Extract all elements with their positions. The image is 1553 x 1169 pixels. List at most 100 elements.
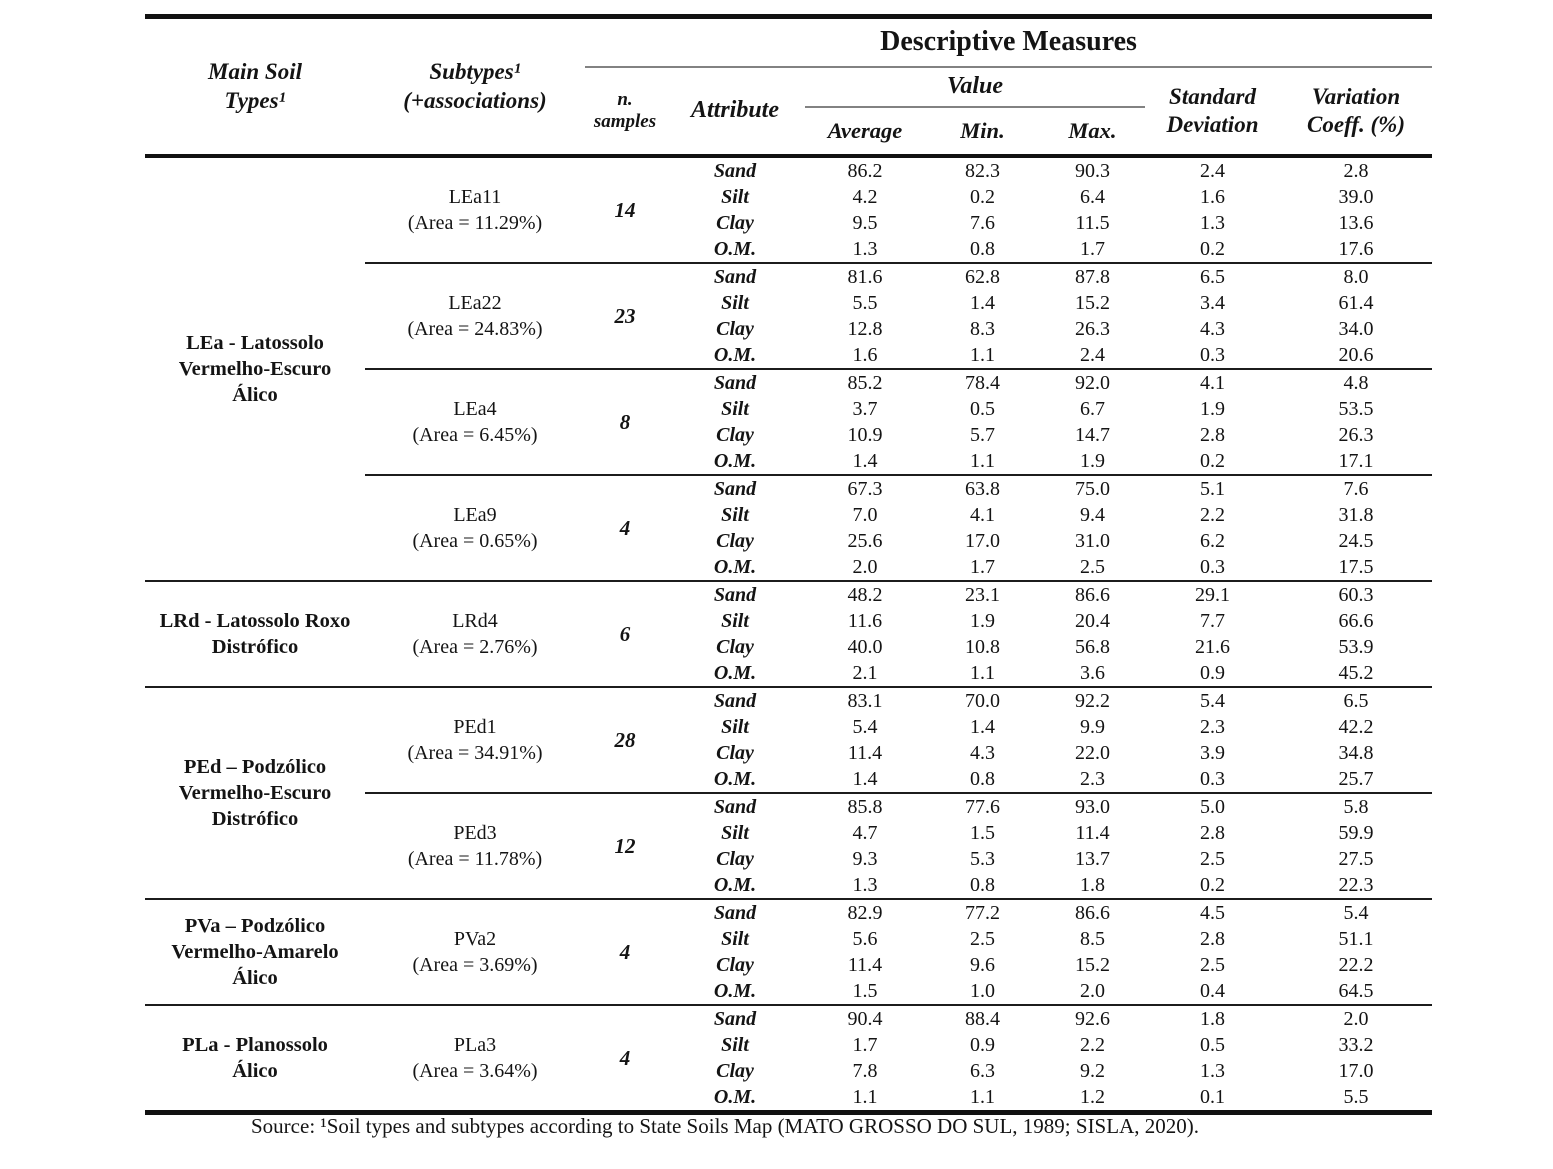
subtype-line1: PEd3 — [453, 821, 497, 844]
value-average: 5.5 — [852, 291, 878, 314]
value-variation-coeff: 34.8 — [1338, 741, 1374, 764]
table-row: Silt 7.0 4.1 9.4 2.2 31.8 — [145, 502, 1432, 528]
table-row: Clay 12.8 8.3 26.3 4.3 34.0 — [145, 316, 1432, 342]
subtype-line2: (Area = 3.64%) — [412, 1060, 538, 1082]
value-average: 25.6 — [847, 529, 883, 552]
source-note: Source: ¹Soil types and subtypes accordi… — [251, 1114, 1199, 1138]
value-average: 2.1 — [852, 661, 878, 684]
value-standard-deviation: 7.7 — [1200, 609, 1225, 632]
value-standard-deviation: 0.1 — [1200, 1085, 1225, 1108]
main-soil-type: LRd - Latossolo Roxo Distrófico — [145, 580, 365, 687]
value-max: 90.3 — [1040, 154, 1145, 184]
value-min: 9.6 — [970, 953, 995, 976]
value-min: 5.3 — [970, 847, 995, 870]
value-min: 82.3 — [925, 154, 1040, 184]
value-max: 86.6 — [1040, 580, 1145, 608]
table-row: LEa - Latossolo Vermelho-Escuro Álico LEa11… — [145, 154, 1433, 581]
value-min: 6.3 — [970, 1059, 995, 1082]
subtype-line1: PLa3 — [453, 1033, 497, 1056]
n-samples-value: 4 — [585, 1004, 665, 1113]
value-standard-deviation: 4.3 — [1200, 317, 1225, 340]
value-min: 4.3 — [970, 741, 995, 764]
table-row: O.M. 1.1 1.1 1.2 0.1 5.5 — [145, 1084, 1432, 1113]
value-min: 0.5 — [970, 397, 995, 420]
value-standard-deviation: 3.4 — [1200, 291, 1225, 314]
value-max: 15.2 — [1075, 953, 1110, 976]
header-standard-deviation-line2: Deviation — [1166, 112, 1259, 137]
header-n-samples-line1: n. — [617, 89, 633, 111]
subtype-line2: (Area = 6.45%) — [412, 424, 538, 446]
value-max: 31.0 — [1075, 529, 1110, 552]
value-standard-deviation: 0.3 — [1200, 767, 1225, 790]
value-average: 4.7 — [852, 821, 878, 844]
value-standard-deviation: 1.6 — [1200, 185, 1225, 208]
header-value: Value — [805, 67, 1145, 108]
value-average: 9.3 — [852, 847, 878, 870]
subtype-line1: PEd1 — [453, 715, 497, 738]
subtype: LEa4 (Area = 6.45%) — [365, 368, 585, 475]
value-variation-coeff: 7.6 — [1280, 474, 1433, 502]
n-samples-value: 23 — [585, 262, 665, 369]
value-variation-coeff: 60.3 — [1280, 580, 1433, 608]
table-row: PEd3 (Area = 11.78%) 12 Sand 85.8 77.6 93.0 5.0… — [145, 792, 1433, 899]
value-max: 92.2 — [1040, 686, 1145, 714]
value-max: 11.5 — [1075, 211, 1110, 234]
value-max: 2.5 — [1080, 555, 1105, 578]
table-row: LEa4 (Area = 6.45%) 8 Sand 85.2 78.4 92.0 4.1 4.… — [145, 368, 1433, 475]
value-min: 4.1 — [970, 503, 995, 526]
value-max: 86.6 — [1040, 898, 1145, 926]
table-row: Silt 3.7 0.5 6.7 1.9 53.5 — [145, 396, 1432, 422]
header-subtypes-line1: Subtypes¹ — [429, 59, 521, 85]
main-soil-type-line3: Álico — [232, 384, 278, 407]
value-standard-deviation: 0.3 — [1200, 343, 1225, 366]
value-max: 1.8 — [1080, 873, 1105, 896]
header-variation-coeff-line1: Variation — [1311, 83, 1401, 109]
value-variation-coeff: 2.0 — [1280, 1004, 1433, 1032]
value-max: 2.2 — [1080, 1033, 1105, 1056]
main-soil-type-line3: Distrófico — [211, 808, 299, 831]
value-average: 67.3 — [805, 474, 925, 502]
value-min: 1.9 — [970, 609, 995, 632]
value-variation-coeff: 53.9 — [1338, 635, 1374, 658]
value-min: 1.1 — [970, 1085, 995, 1108]
attribute-label: O.M. — [713, 237, 757, 260]
value-variation-coeff: 39.0 — [1338, 185, 1374, 208]
value-min: 1.4 — [970, 291, 995, 314]
attribute-label: O.M. — [713, 767, 757, 790]
header-standard-deviation: Standard Deviation — [1145, 67, 1280, 156]
value-average: 82.9 — [805, 898, 925, 926]
value-average: 1.3 — [852, 237, 878, 260]
attribute-label: Clay — [716, 847, 754, 870]
main-soil-type-line1: LEa - Latossolo — [186, 331, 324, 354]
value-variation-coeff: 22.3 — [1338, 873, 1374, 896]
value-average: 9.5 — [852, 211, 878, 234]
value-average: 81.6 — [805, 262, 925, 290]
subtype-line2: (Area = 2.76%) — [412, 636, 538, 658]
value-variation-coeff: 8.0 — [1280, 262, 1433, 290]
attribute-label: Clay — [716, 317, 754, 340]
table-row: Clay 11.4 4.3 22.0 3.9 34.8 — [145, 740, 1432, 766]
attribute-label: O.M. — [713, 979, 757, 1002]
header-descriptive-measures: Descriptive Measures — [585, 16, 1433, 68]
value-average: 85.8 — [805, 792, 925, 820]
value-variation-coeff: 42.2 — [1338, 715, 1374, 738]
value-max: 9.2 — [1080, 1059, 1105, 1082]
value-max: 1.2 — [1080, 1085, 1105, 1108]
value-standard-deviation: 1.9 — [1200, 397, 1225, 420]
attribute-label: Clay — [716, 1059, 754, 1082]
value-min: 88.4 — [925, 1004, 1040, 1032]
value-max: 1.7 — [1080, 237, 1105, 260]
value-variation-coeff: 6.5 — [1280, 686, 1433, 714]
table-row: Clay 7.8 6.3 9.2 1.3 17.0 — [145, 1058, 1432, 1084]
subtype-line2: (Area = 0.65%) — [412, 530, 538, 552]
value-average: 11.6 — [847, 609, 883, 632]
value-standard-deviation: 21.6 — [1195, 635, 1230, 658]
value-min: 62.8 — [925, 262, 1040, 290]
value-max: 20.4 — [1075, 609, 1110, 632]
attribute-label: O.M. — [713, 555, 757, 578]
value-average: 1.1 — [852, 1085, 878, 1108]
value-min: 70.0 — [925, 686, 1040, 714]
value-max: 92.6 — [1040, 1004, 1145, 1032]
value-average: 48.2 — [805, 580, 925, 608]
